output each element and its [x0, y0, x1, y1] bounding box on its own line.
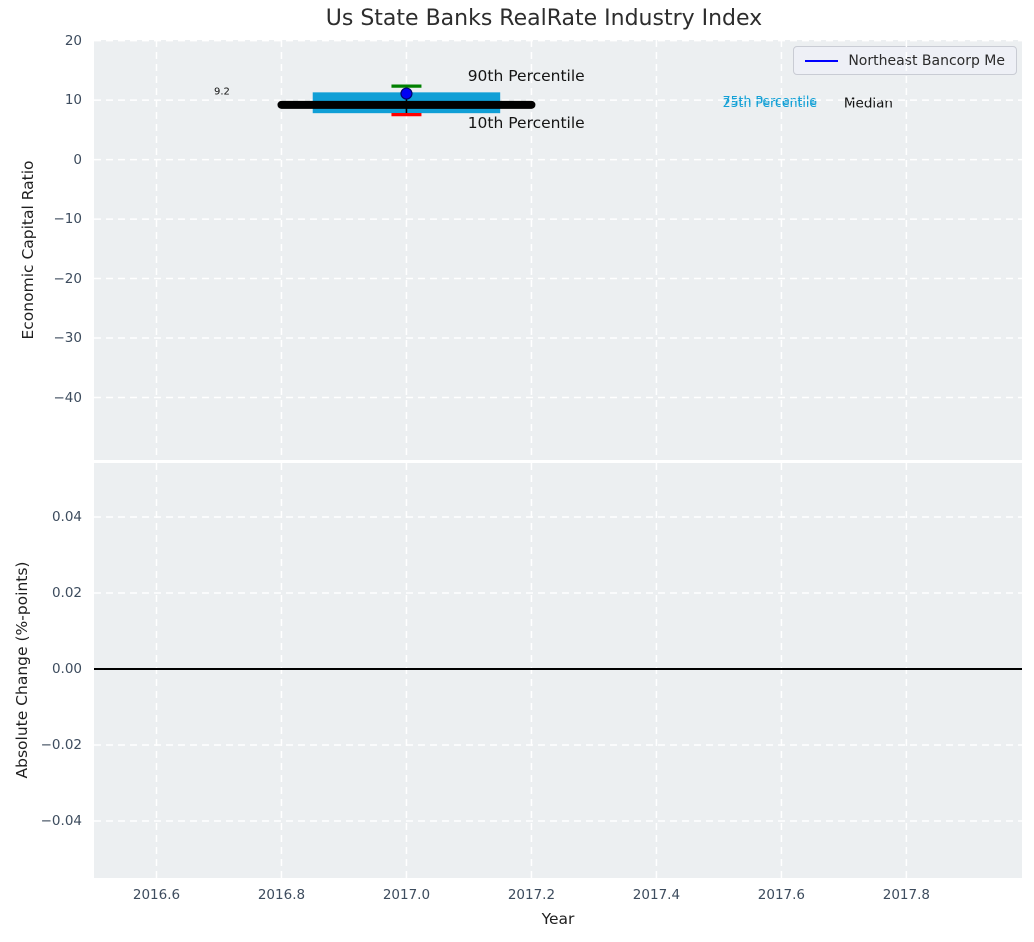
annotation-25th-percentile: 25th Percentile	[722, 94, 818, 110]
legend-label: Northeast Bancorp Me	[848, 52, 1005, 69]
x-tick-label: 2017.6	[757, 887, 806, 903]
top-axes: 9.2 90th Percentile 10th Percentile 75th…	[94, 40, 1022, 460]
y-axis-label-top: Economic Capital Ratio	[19, 160, 37, 340]
plot-canvas	[94, 40, 1022, 460]
x-tick-label: 2017.8	[882, 887, 930, 903]
legend-line-sample	[805, 59, 839, 62]
y-tick-label: 0.00	[51, 660, 82, 677]
x-tick-label: 2017.2	[507, 887, 556, 903]
bottom-axes	[94, 463, 1022, 878]
y-tick-label: −40	[53, 389, 83, 406]
annotation-10th-percentile: 10th Percentile	[467, 113, 585, 132]
x-tick-label: 2017.4	[632, 887, 681, 903]
y-tick-label: 0	[73, 151, 82, 168]
y-tick-label: 20	[64, 32, 82, 49]
y-tick-label: −0.02	[40, 736, 82, 753]
y-tick-label: −20	[53, 270, 83, 287]
annotation-90th-percentile: 90th Percentile	[467, 67, 585, 86]
annotation-median-value: 9.2	[213, 86, 230, 98]
y-tick-label: −30	[53, 330, 83, 347]
chart-title: Us State Banks RealRate Industry Index	[325, 6, 763, 31]
y-tick-label: 0.04	[51, 508, 82, 525]
legend: Northeast Bancorp Me	[793, 46, 1017, 75]
company-point	[400, 87, 413, 100]
y-tick-label: 0.02	[51, 584, 82, 601]
y-tick-label: 10	[64, 92, 82, 109]
x-tick-label: 2016.8	[257, 887, 306, 903]
y-tick-label: −0.04	[40, 812, 82, 829]
plot-canvas	[94, 463, 1022, 878]
y-tick-label: −10	[53, 211, 83, 228]
x-tick-label: 2016.6	[132, 887, 181, 903]
x-axis-label: Year	[541, 910, 575, 928]
x-tick-label: 2017.0	[382, 887, 431, 903]
